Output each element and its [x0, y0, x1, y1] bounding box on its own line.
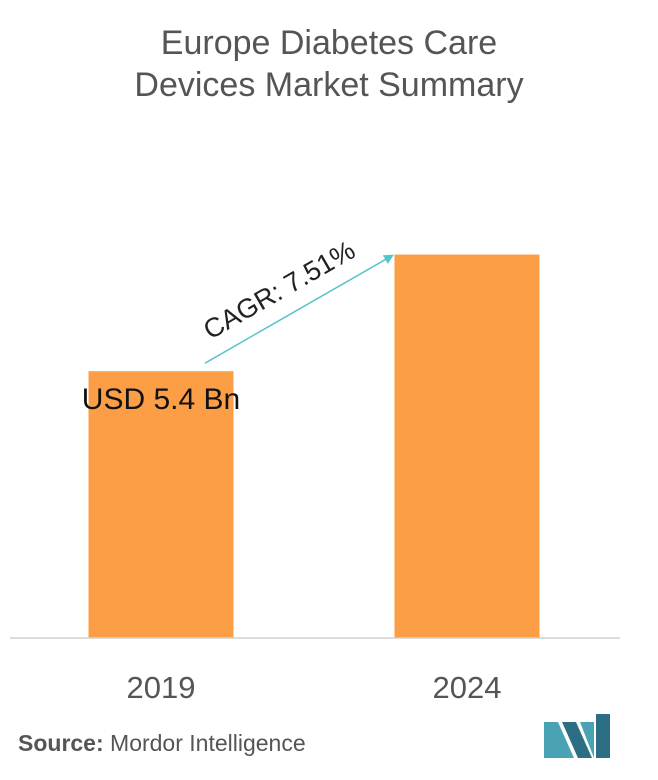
cagr-annotation: CAGR: 7.51% — [198, 235, 360, 346]
chart-title-line-1: Europe Diabetes Care — [160, 24, 498, 62]
mordor-intelligence-logo-icon — [544, 714, 610, 758]
source-label: Source: — [18, 730, 104, 756]
data-label-2019: USD 5.4 Bn — [82, 383, 240, 416]
source-text: Mordor Intelligence — [110, 730, 306, 756]
x-tick-label-2024: 2024 — [433, 670, 502, 705]
chart-title-line-2: Devices Market Summary — [134, 66, 524, 104]
bar-2024 — [394, 254, 540, 639]
source-line: Source: Mordor Intelligence — [18, 730, 306, 757]
x-tick-label-2019: 2019 — [127, 670, 196, 705]
bar-2019 — [88, 371, 234, 638]
chart-title: Europe Diabetes Care Devices Market Summ… — [0, 22, 658, 106]
cagr-arrow — [204, 254, 394, 364]
